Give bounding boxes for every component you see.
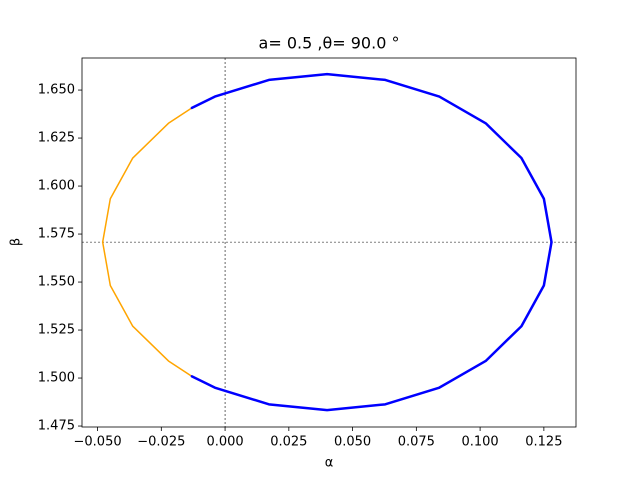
curve bbox=[190, 72, 553, 412]
y-tick-label: 1.475 bbox=[38, 419, 75, 434]
x-axis-label: α bbox=[325, 456, 334, 471]
y-tick-label: 1.650 bbox=[38, 83, 75, 98]
curve bbox=[101, 107, 193, 378]
y-tick-label: 1.625 bbox=[38, 131, 75, 146]
x-tick-label: −0.050 bbox=[74, 435, 122, 450]
y-axis-label: β bbox=[9, 238, 24, 246]
x-tick-label: 0.025 bbox=[270, 435, 307, 450]
y-tick-label: 1.550 bbox=[38, 275, 75, 290]
x-tick-label: 0.100 bbox=[461, 435, 498, 450]
x-tick-label: 0.125 bbox=[525, 435, 562, 450]
x-tick-label: 0.000 bbox=[206, 435, 243, 450]
y-tick-label: 1.600 bbox=[38, 179, 75, 194]
y-tick-label: 1.525 bbox=[38, 323, 75, 338]
x-tick-label: 0.075 bbox=[398, 435, 435, 450]
chart-title: a= 0.5 ,θ= 90.0 ° bbox=[259, 34, 400, 53]
axes-frame bbox=[81, 57, 577, 428]
y-tick-label: 1.500 bbox=[38, 371, 75, 386]
x-tick-label: −0.025 bbox=[137, 435, 185, 450]
y-tick-label: 1.575 bbox=[38, 227, 75, 242]
x-tick-label: 0.050 bbox=[334, 435, 371, 450]
